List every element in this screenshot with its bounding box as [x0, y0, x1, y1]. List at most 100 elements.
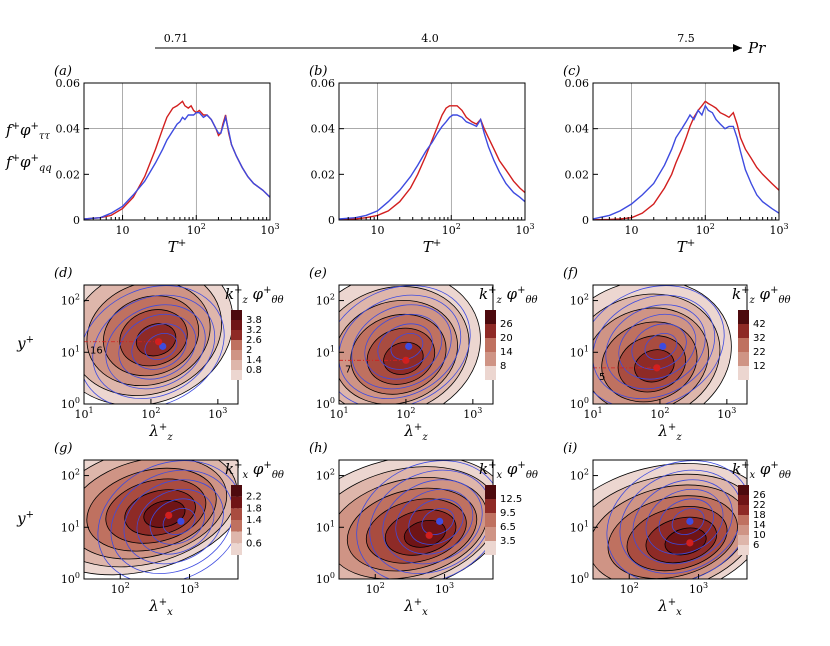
- pr-value-2: 7.5: [677, 32, 695, 45]
- x-axis-label: T+: [677, 238, 695, 256]
- colorbar-tick-label: 14: [500, 347, 513, 358]
- blue-contour-line: [118, 313, 197, 380]
- pr-value-1: 4.0: [421, 32, 439, 45]
- colorbar-segment: [738, 535, 749, 545]
- x-tick-label: 102: [111, 581, 130, 596]
- colorbar-segment: [738, 485, 749, 495]
- x-tick-label: 102: [442, 222, 461, 237]
- colorbar-segment: [485, 485, 496, 499]
- colorbar-title: k+z φ+θθ: [225, 285, 284, 306]
- x-tick-label: 103: [435, 581, 454, 596]
- colorbar-tick-label: 2.2: [246, 492, 262, 503]
- plot-frame: [592, 82, 780, 221]
- colorbar-segment: [738, 310, 749, 324]
- colorbar-tick-label: 3.2: [246, 325, 262, 336]
- colorbar-segment: [231, 496, 242, 509]
- contour-area: [593, 285, 732, 404]
- blue-contour-line: [645, 488, 724, 555]
- y-tick-label: 101: [570, 344, 589, 359]
- x-axis-label: T+: [423, 238, 441, 256]
- x-axis-label: λ+z: [657, 422, 682, 443]
- peak-marker-blue: [659, 342, 667, 350]
- colorbar-tick-label: 32: [753, 333, 766, 344]
- series-line-blue: [83, 111, 271, 220]
- peak-marker-blue: [686, 517, 694, 525]
- blue-contour-line: [593, 294, 716, 400]
- blue-contour-line: [658, 498, 714, 545]
- colorbar-segment: [231, 508, 242, 520]
- x-tick-label: 102: [696, 222, 715, 237]
- blue-contour-line: [110, 469, 234, 575]
- y-tick-label: 0: [73, 214, 80, 227]
- colorbar-segment: [231, 485, 242, 497]
- y-tick-label: 102: [570, 293, 589, 308]
- y-tick-label: 0.06: [565, 77, 590, 90]
- peak-marker-blue: [159, 342, 167, 350]
- blue-contour-line: [644, 333, 678, 360]
- blue-contour-line: [593, 285, 725, 404]
- colorbar-tick-label: 8: [500, 361, 506, 372]
- colorbar-segment: [231, 340, 242, 350]
- colorbar-segment: [738, 366, 749, 380]
- x-tick-label: 102: [620, 581, 639, 596]
- x-tick-label: 101: [329, 406, 348, 421]
- x-tick-label: 102: [396, 406, 415, 421]
- x-tick-label: 103: [260, 222, 279, 237]
- panel-h: 100 101 102 102 103 (h) λ+x k+x φ+θθ 12.5 9.5 6.5 3…: [309, 441, 538, 618]
- pr-axis-label: Pr: [747, 39, 766, 57]
- colorbar-tick-label: 10: [753, 530, 766, 541]
- x-axis-label: λ+x: [657, 597, 682, 618]
- y-tick-label: 100: [316, 571, 335, 586]
- contour-area: [593, 460, 747, 579]
- plot-frame: [338, 82, 526, 221]
- y-tick-label: 0.02: [311, 168, 336, 181]
- peak-marker-red: [686, 539, 694, 547]
- x-tick-label: 10: [625, 224, 639, 237]
- x-tick-label: 10: [371, 224, 385, 237]
- x-axis-label: λ+x: [403, 597, 428, 618]
- blue-contour-line: [105, 304, 206, 390]
- x-tick-label: 10: [116, 224, 130, 237]
- blue-contour-line: [92, 294, 216, 400]
- blue-contour-line: [390, 333, 424, 360]
- blue-contour-line: [136, 488, 215, 555]
- blue-contour-line: [123, 479, 224, 565]
- colorbar-tick-label: 22: [753, 347, 766, 358]
- colorbar-segment: [485, 310, 496, 324]
- y-tick-label: 0.06: [56, 77, 81, 90]
- blue-contour-line: [408, 498, 464, 545]
- y-tick-label: 101: [316, 519, 335, 534]
- x-tick-label: 101: [583, 406, 602, 421]
- colorbar-tick-label: 12.5: [500, 494, 522, 505]
- y-tick-label: 102: [316, 293, 335, 308]
- x-tick-label: 103: [769, 222, 788, 237]
- colorbar-tick-label: 0.8: [246, 365, 262, 376]
- colorbar-segment: [231, 360, 242, 370]
- blue-contour-line: [364, 313, 443, 380]
- series-line-blue: [338, 114, 526, 220]
- colorbar-tick-label: 2.6: [246, 335, 262, 346]
- colorbar-segment: [231, 531, 242, 544]
- colorbar-segment: [485, 499, 496, 513]
- colorbar-title: k+x φ+θθ: [225, 460, 284, 481]
- panel-label: (g): [54, 441, 72, 456]
- contour-level: [664, 527, 707, 556]
- panel-label: (e): [309, 266, 327, 281]
- panel-label: (h): [309, 441, 328, 456]
- x-tick-label: 102: [366, 581, 385, 596]
- y-tick-label: 100: [61, 571, 80, 586]
- blue-contour-line: [84, 285, 225, 404]
- colorbar-segment: [738, 495, 749, 505]
- blue-contour-line: [618, 313, 697, 380]
- colorbar-segment: [485, 541, 496, 555]
- colorbar-segment: [738, 338, 749, 352]
- series-line-red: [338, 105, 526, 221]
- y-tick-label: 101: [570, 519, 589, 534]
- peak-marker-blue: [177, 517, 185, 525]
- blue-contour-line: [149, 498, 205, 545]
- blue-contour-line: [356, 460, 493, 579]
- colorbar-tick-label: 2: [246, 345, 252, 356]
- contour-area: [339, 460, 493, 579]
- series-line-red: [592, 100, 780, 221]
